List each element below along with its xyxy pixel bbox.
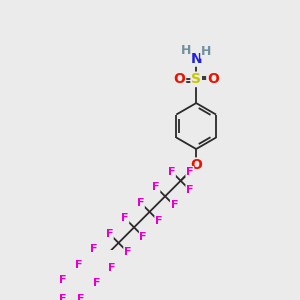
Text: F: F xyxy=(155,216,163,226)
Text: F: F xyxy=(59,275,67,285)
Text: F: F xyxy=(106,229,113,239)
Text: F: F xyxy=(137,198,144,208)
Text: F: F xyxy=(168,167,175,177)
Text: O: O xyxy=(207,72,219,86)
Text: O: O xyxy=(173,72,185,86)
Text: F: F xyxy=(121,213,129,223)
Text: F: F xyxy=(186,185,194,195)
Text: F: F xyxy=(108,262,116,273)
Text: S: S xyxy=(191,72,201,86)
Text: F: F xyxy=(170,200,178,211)
Text: N: N xyxy=(190,52,202,66)
Text: F: F xyxy=(124,247,131,257)
Text: F: F xyxy=(186,167,194,177)
Text: F: F xyxy=(90,244,98,254)
Text: F: F xyxy=(93,278,100,288)
Text: F: F xyxy=(59,294,67,300)
Text: O: O xyxy=(190,158,202,172)
Text: H: H xyxy=(201,45,211,58)
Text: F: F xyxy=(74,260,82,270)
Text: H: H xyxy=(181,44,191,57)
Text: F: F xyxy=(152,182,160,192)
Text: F: F xyxy=(77,294,85,300)
Text: F: F xyxy=(140,232,147,242)
